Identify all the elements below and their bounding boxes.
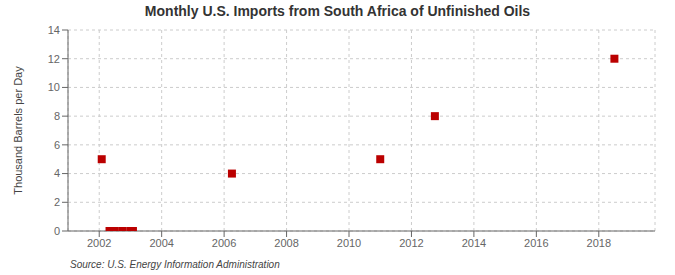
svg-text:2010: 2010 — [337, 237, 361, 249]
svg-text:2018: 2018 — [587, 237, 611, 249]
svg-text:2016: 2016 — [524, 237, 548, 249]
svg-text:6: 6 — [54, 139, 60, 151]
svg-text:2004: 2004 — [149, 237, 173, 249]
svg-text:2014: 2014 — [462, 237, 486, 249]
svg-text:0: 0 — [54, 225, 60, 237]
svg-text:Thousand Barrels per Day: Thousand Barrels per Day — [12, 66, 24, 195]
svg-text:2008: 2008 — [274, 237, 298, 249]
svg-text:14: 14 — [48, 24, 60, 36]
html-text:Monthly U.S. Imports from Sout: Monthly U.S. Imports from South Africa o… — [144, 3, 531, 19]
svg-text:2: 2 — [54, 196, 60, 208]
svg-text:4: 4 — [54, 167, 60, 179]
svg-text:12: 12 — [48, 53, 60, 65]
svg-text:8: 8 — [54, 110, 60, 122]
svg-text:2006: 2006 — [212, 237, 236, 249]
svg-text:2002: 2002 — [87, 237, 111, 249]
svg-text:10: 10 — [48, 81, 60, 93]
svg-text:2012: 2012 — [399, 237, 423, 249]
html-text:Source: U.S. Energy Informatio: Source: U.S. Energy Information Administ… — [70, 259, 280, 270]
